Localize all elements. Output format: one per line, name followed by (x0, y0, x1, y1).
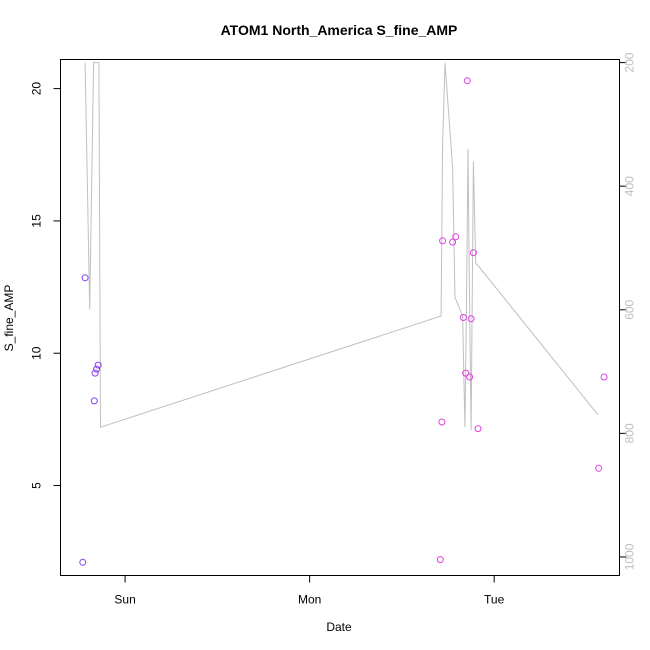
data-point (467, 315, 475, 323)
y-tick-label: 15 (30, 214, 44, 228)
data-point (91, 369, 99, 377)
data-point (81, 274, 89, 282)
chart-title: ATOM1 North_America S_fine_AMP (221, 22, 458, 38)
data-point (436, 556, 444, 564)
series-group (84, 62, 599, 431)
y2-axis: 200 400 600 800 1000 (619, 52, 637, 570)
y-axis: 5 10 15 20 (30, 82, 61, 489)
data-point (474, 425, 482, 433)
y2-tick-label: 400 (623, 176, 637, 196)
data-point (452, 233, 460, 241)
x-axis-label: Date (326, 620, 352, 634)
data-point (463, 77, 471, 85)
y-tick-label: 5 (30, 482, 44, 489)
data-point (93, 365, 101, 373)
plot-frame (60, 59, 620, 576)
data-point (459, 314, 467, 321)
data-point (79, 558, 87, 566)
x-tick-label: Mon (298, 593, 321, 607)
y-axis-label: S_fine_AMP (2, 285, 16, 352)
data-point (94, 361, 102, 369)
data-point (449, 238, 457, 246)
data-point (466, 373, 474, 381)
y2-tick-label: 800 (623, 423, 637, 443)
x-axis: Sun Mon Tue (114, 575, 505, 607)
data-point (469, 249, 477, 257)
secondary-series-line (84, 62, 599, 431)
y2-tick-label: 1000 (623, 543, 637, 570)
data-point (462, 369, 470, 377)
y-tick-label: 10 (30, 346, 44, 360)
plot-area (79, 62, 608, 566)
data-point (90, 397, 98, 405)
data-point (439, 237, 447, 245)
x-tick-label: Tue (484, 593, 505, 607)
points-group (79, 77, 608, 566)
x-tick-label: Sun (114, 593, 135, 607)
data-point (595, 464, 603, 472)
y2-tick-label: 600 (623, 299, 637, 319)
y-tick-label: 20 (30, 82, 44, 96)
data-point (438, 418, 446, 426)
data-point (600, 373, 608, 381)
y2-tick-label: 200 (623, 52, 637, 72)
